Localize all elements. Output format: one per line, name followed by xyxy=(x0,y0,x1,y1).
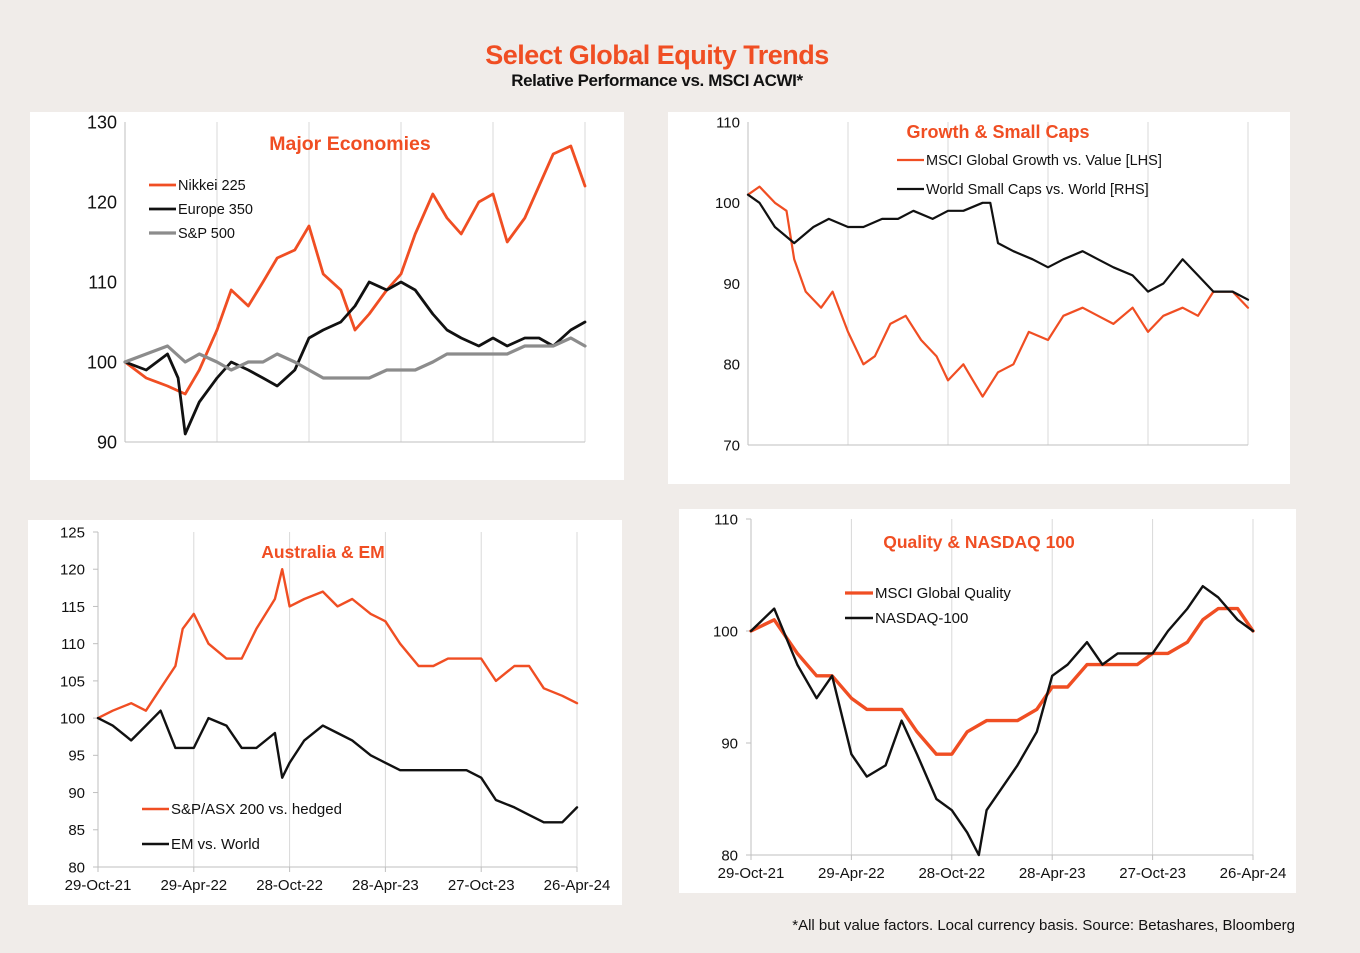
legend-label: EM vs. World xyxy=(171,836,260,853)
x-tick-label: 28-Apr-23 xyxy=(1019,865,1086,882)
y-tick-label: 115 xyxy=(61,599,85,616)
series-line-msci-global-growth-vs-value-lhs xyxy=(746,185,1250,398)
y-tick-label: 90 xyxy=(97,432,117,452)
y-tick-label: 110 xyxy=(88,272,117,292)
y-tick-label: 90 xyxy=(721,735,738,752)
x-tick-label: 29-Apr-22 xyxy=(160,877,227,894)
legend-label: Europe 350 xyxy=(178,202,253,218)
panel-australia-em: 80 85 90 95 100 105 110 115 120 125 29-Oct-21 29-Ap… xyxy=(28,520,622,905)
legend-label: S&P 500 xyxy=(178,226,235,242)
panel-growth-small-caps: 70 80 90 100 110 Growth & Small Caps MSCI Glob… xyxy=(668,112,1290,484)
chart-title: Major Economies xyxy=(269,133,431,155)
chart-title: Growth & Small Caps xyxy=(906,122,1089,142)
y-tick-label: 80 xyxy=(721,847,738,864)
chart-title: Australia & EM xyxy=(261,542,385,562)
y-tick-label: 100 xyxy=(60,711,85,728)
main-subtitle: Relative Performance vs. MSCI ACWI* xyxy=(511,71,803,90)
series-line-s-p-asx-200-vs-hedged xyxy=(96,568,579,720)
panel-quality-nasdaq: 80 90 100 110 29-Oct-21 29-Apr-22 28-Oct-22 28-… xyxy=(679,509,1296,893)
y-tick-label: 90 xyxy=(68,785,85,802)
series-line-nikkei-225 xyxy=(123,144,587,396)
y-tick-label: 80 xyxy=(723,357,740,374)
y-tick-label: 100 xyxy=(713,623,738,640)
x-tick-label: 29-Apr-22 xyxy=(818,865,885,882)
legend-label: Nikkei 225 xyxy=(178,178,246,194)
chart-quality-nasdaq: 80 90 100 110 29-Oct-21 29-Apr-22 28-Oct-22 28-… xyxy=(713,511,1287,882)
x-tick-label: 26-Apr-24 xyxy=(544,877,611,894)
y-tick-label: 95 xyxy=(68,748,85,765)
legend-label: MSCI Global Growth vs. Value [LHS] xyxy=(926,153,1162,169)
chart-title: Quality & NASDAQ 100 xyxy=(883,532,1075,552)
legend-label: World Small Caps vs. World [RHS] xyxy=(926,182,1149,198)
series-line-em-vs-world xyxy=(96,709,579,824)
x-tick-label: 26-Apr-24 xyxy=(1220,865,1287,882)
y-tick-label: 100 xyxy=(87,352,117,372)
legend-label: MSCI Global Quality xyxy=(875,585,1011,602)
x-tick-label: 27-Oct-23 xyxy=(448,877,515,894)
series-line-nasdaq-100 xyxy=(749,584,1255,857)
y-tick-label: 85 xyxy=(68,822,85,839)
y-tick-label: 80 xyxy=(68,859,85,876)
series-line-msci-global-quality xyxy=(749,606,1255,756)
legend-label: S&P/ASX 200 vs. hedged xyxy=(171,801,342,818)
x-tick-label: 29-Oct-21 xyxy=(65,877,132,894)
x-tick-label: 28-Oct-22 xyxy=(256,877,323,894)
y-tick-label: 130 xyxy=(87,112,117,132)
x-tick-label: 28-Oct-22 xyxy=(918,865,985,882)
x-tick-label: 28-Apr-23 xyxy=(352,877,419,894)
y-tick-label: 110 xyxy=(61,636,85,653)
chart-major-economies: 90 100 110 120 130 Major Economies Nikkei 225 E… xyxy=(87,112,587,452)
footnote: *All but value factors. Local currency b… xyxy=(792,917,1295,934)
y-tick-label: 120 xyxy=(87,192,117,212)
main-title: Select Global Equity Trends xyxy=(485,40,829,70)
y-tick-label: 125 xyxy=(60,524,85,541)
y-tick-label: 110 xyxy=(716,114,740,131)
y-tick-label: 100 xyxy=(715,195,740,212)
chart-australia-em: 80 85 90 95 100 105 110 115 120 125 29-Oct-21 29-Ap… xyxy=(60,524,611,894)
y-tick-label: 70 xyxy=(723,437,740,454)
x-tick-label: 27-Oct-23 xyxy=(1119,865,1186,882)
y-tick-label: 110 xyxy=(714,511,738,528)
x-tick-label: 29-Oct-21 xyxy=(718,865,785,882)
series-line-s-p-500 xyxy=(123,336,587,380)
panel-major-economies: 90 100 110 120 130 Major Economies Nikkei 225 E… xyxy=(30,112,624,480)
series-line-europe-350 xyxy=(123,280,587,436)
legend-label: NASDAQ-100 xyxy=(875,610,968,627)
y-tick-label: 90 xyxy=(723,276,740,293)
chart-growth-small-caps: 70 80 90 100 110 Growth & Small Caps MSCI Glob… xyxy=(715,114,1250,454)
y-tick-label: 105 xyxy=(60,673,85,690)
series-line-world-small-caps-vs-world-rhs xyxy=(746,193,1250,301)
y-tick-label: 120 xyxy=(60,562,85,579)
